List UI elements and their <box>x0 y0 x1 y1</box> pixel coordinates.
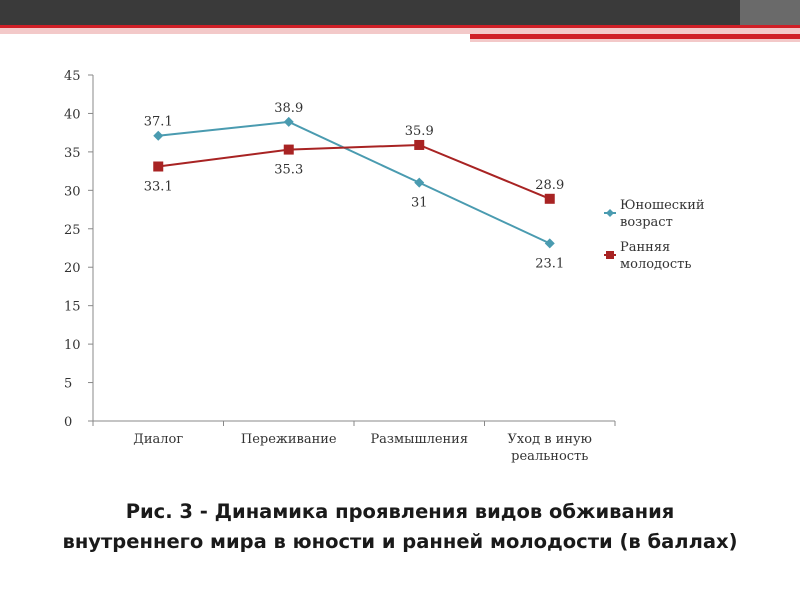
data-labels: 37.1 38.9 31 23.1 33.1 35.3 35.9 28.9 <box>144 101 564 271</box>
data-label: 37.1 <box>144 115 173 130</box>
data-label: 23.1 <box>535 256 564 271</box>
legend-label: Ранняя молодость <box>620 240 691 272</box>
y-tick-label: 15 <box>64 300 81 315</box>
y-tick-label: 40 <box>64 107 81 122</box>
legend-diamond-marker <box>606 209 614 217</box>
x-category-label: Диалог <box>133 432 183 447</box>
y-tick-label: 10 <box>64 338 81 353</box>
y-axis-ticks: 0 5 10 15 20 25 30 35 40 45 <box>64 69 93 430</box>
x-category-label: Уход в иную реальность <box>508 432 592 464</box>
top-corner-shade <box>740 0 800 25</box>
y-tick-label: 20 <box>64 261 81 276</box>
top-dark-bar <box>0 0 800 25</box>
legend-label: Юношеский возраст <box>620 198 705 230</box>
data-label: 35.9 <box>405 124 434 139</box>
caption-line-1: Рис. 3 - Динамика проявления видов обжив… <box>125 500 675 523</box>
series-line-2 <box>158 143 551 200</box>
square-marker <box>153 161 164 172</box>
y-tick-label: 35 <box>64 146 81 161</box>
data-label: 33.1 <box>144 179 173 194</box>
data-label: 38.9 <box>274 101 303 116</box>
data-label: 35.3 <box>274 163 303 178</box>
y-tick-label: 30 <box>64 184 81 199</box>
top-red-line <box>0 25 800 28</box>
data-label: 28.9 <box>535 178 564 193</box>
caption-line-2: внутреннего мира в юности и ранней молод… <box>62 530 738 553</box>
series-lines <box>158 120 551 245</box>
x-category-label: Переживание <box>241 432 337 447</box>
data-label: 31 <box>411 196 428 211</box>
diamond-marker <box>153 130 164 141</box>
diamond-marker <box>283 116 294 127</box>
x-axis-categories: Диалог Переживание Размышления Уход в иную р… <box>92 421 616 464</box>
y-tick-label: 0 <box>64 415 72 430</box>
legend-square-marker <box>606 251 614 259</box>
square-marker <box>544 193 555 204</box>
y-tick-label: 5 <box>64 377 72 392</box>
chart-legend: Юношеский возраст Ранняя молодость <box>604 198 705 272</box>
figure-caption: Рис. 3 - Динамика проявления видов обжив… <box>0 497 800 557</box>
diamond-marker <box>414 177 425 188</box>
y-tick-label: 25 <box>64 223 81 238</box>
x-category-label: Размышления <box>370 432 468 447</box>
diamond-marker <box>544 238 555 249</box>
square-marker <box>283 144 294 155</box>
top-pink-accent <box>470 39 800 42</box>
top-pink-band <box>0 28 800 34</box>
series-markers <box>153 116 555 249</box>
top-red-accent <box>470 34 800 39</box>
y-tick-label: 45 <box>64 69 81 84</box>
square-marker <box>414 139 425 150</box>
series-line-1 <box>158 120 551 245</box>
